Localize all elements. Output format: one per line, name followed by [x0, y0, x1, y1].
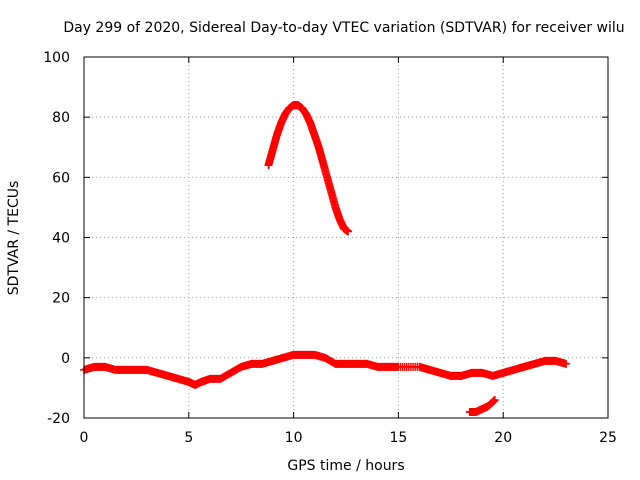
y-tick-label: 60	[52, 170, 70, 186]
x-tick-label: 25	[599, 430, 617, 446]
series-low-track	[80, 350, 571, 389]
data-point	[490, 395, 499, 404]
chart-title: Day 299 of 2020, Sidereal Day-to-day VTE…	[63, 20, 624, 36]
x-tick-label: 0	[80, 430, 89, 446]
y-tick-label: 20	[52, 291, 70, 307]
y-tick-label: 80	[52, 110, 70, 126]
y-tick-label: 100	[43, 50, 70, 66]
x-axis-label: GPS time / hours	[287, 458, 404, 474]
y-tick-label: -20	[47, 411, 70, 427]
x-tick-label: 10	[285, 430, 303, 446]
series-short-track	[465, 395, 499, 416]
data-marks	[80, 101, 571, 416]
data-point	[562, 359, 571, 368]
x-tick-label: 20	[494, 430, 512, 446]
x-tick-label: 15	[389, 430, 407, 446]
y-axis-label: SDTVAR / TECUs	[6, 181, 22, 296]
grid	[84, 57, 608, 418]
data-point	[344, 227, 353, 236]
y-tick-label: 0	[61, 351, 70, 367]
series-high-arc	[264, 101, 353, 236]
axis-ticks: 0 5 10 15 20 25 -20 0 20 40 60 80 100	[43, 50, 617, 446]
x-tick-label: 5	[184, 430, 193, 446]
y-tick-label: 40	[52, 231, 70, 247]
